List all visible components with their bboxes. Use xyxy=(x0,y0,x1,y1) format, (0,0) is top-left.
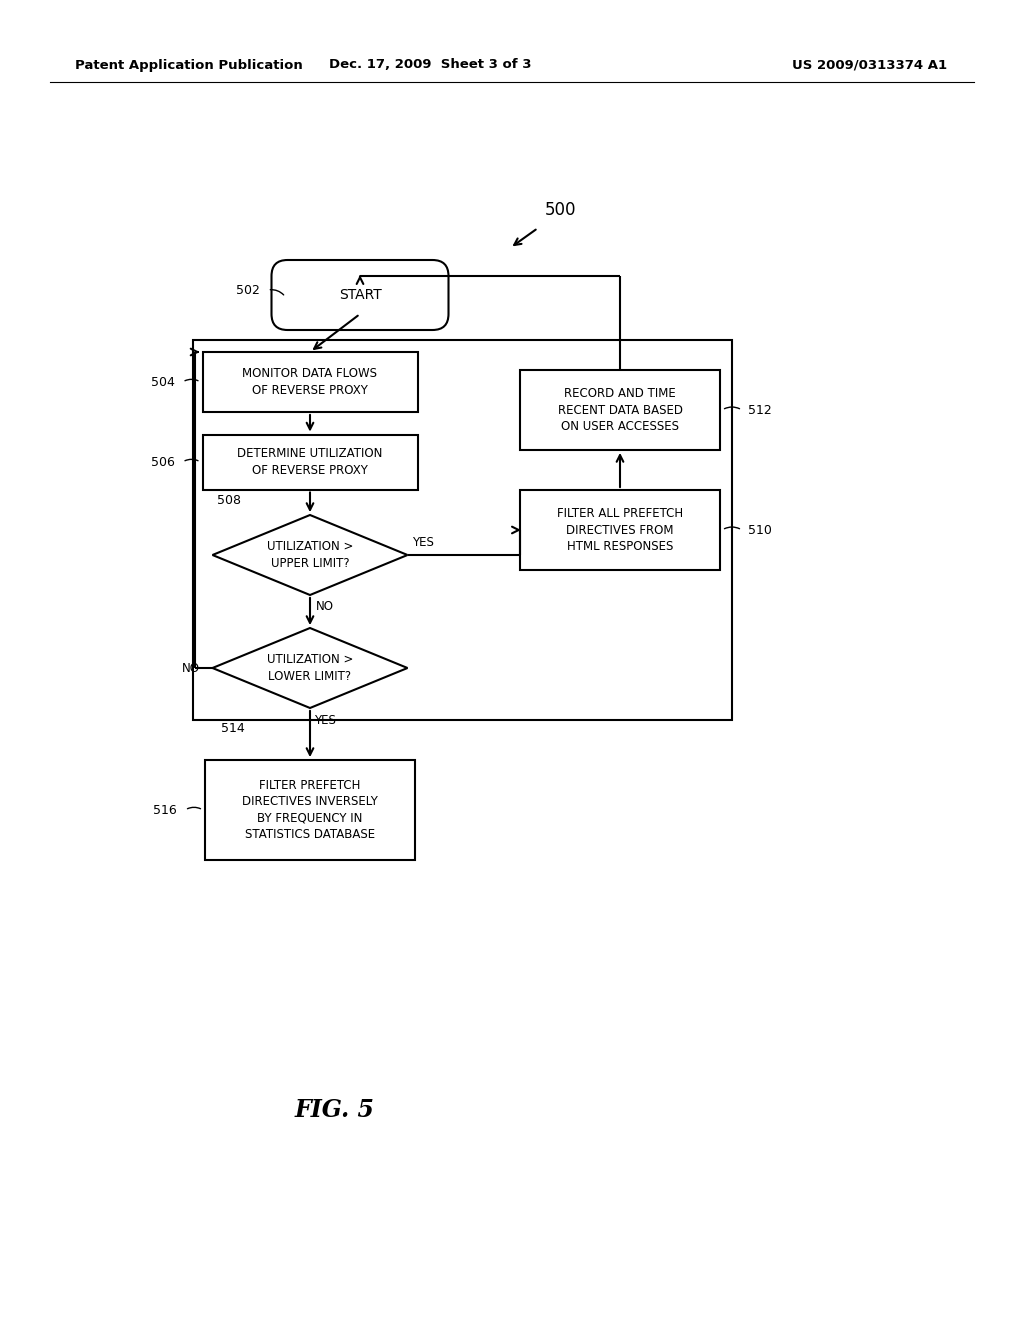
Bar xyxy=(520,490,720,570)
Bar xyxy=(193,341,732,719)
Text: NO: NO xyxy=(181,661,200,675)
Text: 500: 500 xyxy=(545,201,577,219)
Text: MONITOR DATA FLOWS
OF REVERSE PROXY: MONITOR DATA FLOWS OF REVERSE PROXY xyxy=(243,367,378,397)
Bar xyxy=(203,352,418,412)
Text: FIG. 5: FIG. 5 xyxy=(295,1098,375,1122)
Text: Patent Application Publication: Patent Application Publication xyxy=(75,58,303,71)
Text: YES: YES xyxy=(412,536,433,549)
Text: START: START xyxy=(339,288,381,302)
Text: UTILIZATION >
LOWER LIMIT?: UTILIZATION > LOWER LIMIT? xyxy=(267,653,353,682)
Bar xyxy=(520,370,720,450)
Text: UTILIZATION >
UPPER LIMIT?: UTILIZATION > UPPER LIMIT? xyxy=(267,540,353,570)
Text: NO: NO xyxy=(316,601,334,614)
FancyBboxPatch shape xyxy=(271,260,449,330)
Text: FILTER ALL PREFETCH
DIRECTIVES FROM
HTML RESPONSES: FILTER ALL PREFETCH DIRECTIVES FROM HTML… xyxy=(557,507,683,553)
Text: US 2009/0313374 A1: US 2009/0313374 A1 xyxy=(793,58,947,71)
Text: 502: 502 xyxy=(236,284,259,297)
Bar xyxy=(203,434,418,490)
Text: 514: 514 xyxy=(220,722,245,735)
Polygon shape xyxy=(213,628,408,708)
Text: 504: 504 xyxy=(151,375,174,388)
Text: DETERMINE UTILIZATION
OF REVERSE PROXY: DETERMINE UTILIZATION OF REVERSE PROXY xyxy=(238,447,383,477)
Text: YES: YES xyxy=(314,714,336,726)
Text: 508: 508 xyxy=(217,494,242,507)
Bar xyxy=(205,760,415,861)
Text: Dec. 17, 2009  Sheet 3 of 3: Dec. 17, 2009 Sheet 3 of 3 xyxy=(329,58,531,71)
Polygon shape xyxy=(213,515,408,595)
Text: FILTER PREFETCH
DIRECTIVES INVERSELY
BY FREQUENCY IN
STATISTICS DATABASE: FILTER PREFETCH DIRECTIVES INVERSELY BY … xyxy=(242,779,378,841)
Text: 506: 506 xyxy=(151,455,174,469)
Text: 516: 516 xyxy=(154,804,177,817)
Text: 510: 510 xyxy=(748,524,772,536)
Text: RECORD AND TIME
RECENT DATA BASED
ON USER ACCESSES: RECORD AND TIME RECENT DATA BASED ON USE… xyxy=(557,387,683,433)
Text: 512: 512 xyxy=(748,404,772,417)
